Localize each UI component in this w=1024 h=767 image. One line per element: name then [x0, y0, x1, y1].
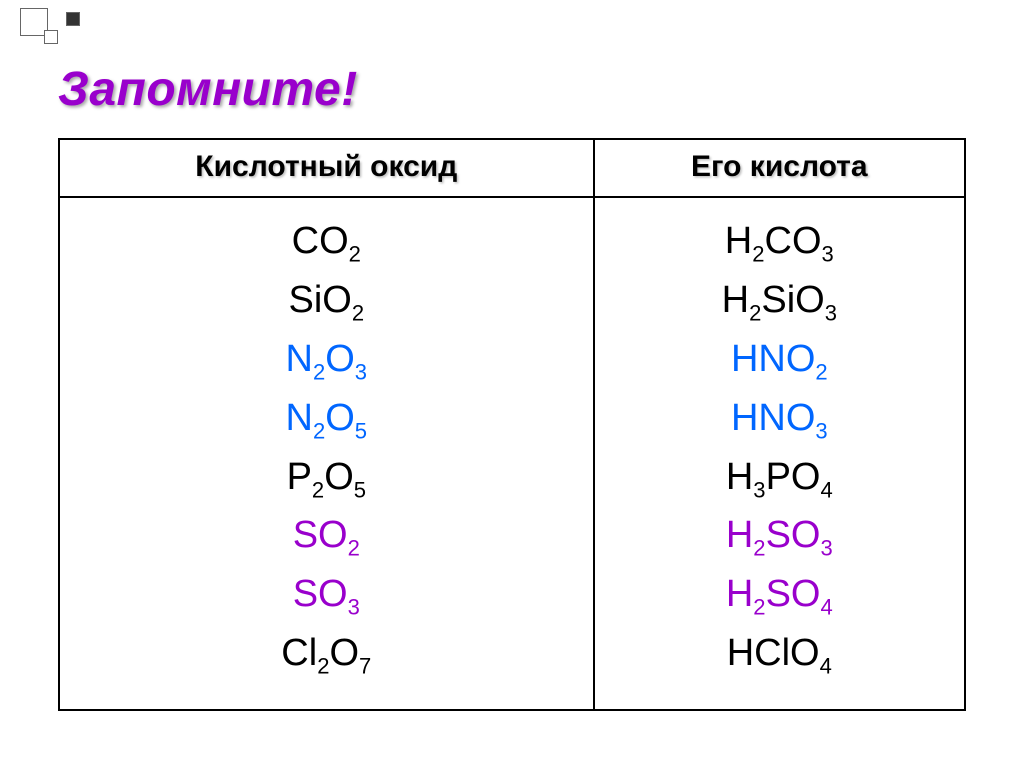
oxide-acid-table: Кислотный оксид Его кислота CO2SiO2N2O3N…	[58, 138, 966, 711]
page-title: Запомните!	[58, 62, 358, 117]
oxide-formula: P2O5	[68, 448, 585, 507]
oxide-formula: SiO2	[68, 271, 585, 330]
oxide-formula: Cl2O7	[68, 624, 585, 683]
acid-formula: H2CO3	[603, 212, 956, 271]
acid-formula: HClO4	[603, 624, 956, 683]
corner-decoration	[20, 8, 48, 36]
oxide-formula: SO3	[68, 565, 585, 624]
oxide-formula: CO2	[68, 212, 585, 271]
oxide-formula: N2O5	[68, 389, 585, 448]
col-header-oxide: Кислотный оксид	[59, 139, 594, 197]
acid-formula: HNO3	[603, 389, 956, 448]
col-header-acid: Его кислота	[594, 139, 965, 197]
acid-formula: H2SiO3	[603, 271, 956, 330]
acid-cell: H2CO3H2SiO3HNO2HNO3H3PO4H2SO3H2SO4HClO4	[594, 197, 965, 710]
acid-formula: HNO2	[603, 330, 956, 389]
acid-formula: H2SO4	[603, 565, 956, 624]
oxide-formula: N2O3	[68, 330, 585, 389]
acid-formula: H2SO3	[603, 506, 956, 565]
square-icon	[44, 30, 58, 44]
oxide-cell: CO2SiO2N2O3N2O5P2O5SO2SO3Cl2O7	[59, 197, 594, 710]
square-icon	[66, 12, 80, 26]
acid-formula: H3PO4	[603, 448, 956, 507]
oxide-formula: SO2	[68, 506, 585, 565]
